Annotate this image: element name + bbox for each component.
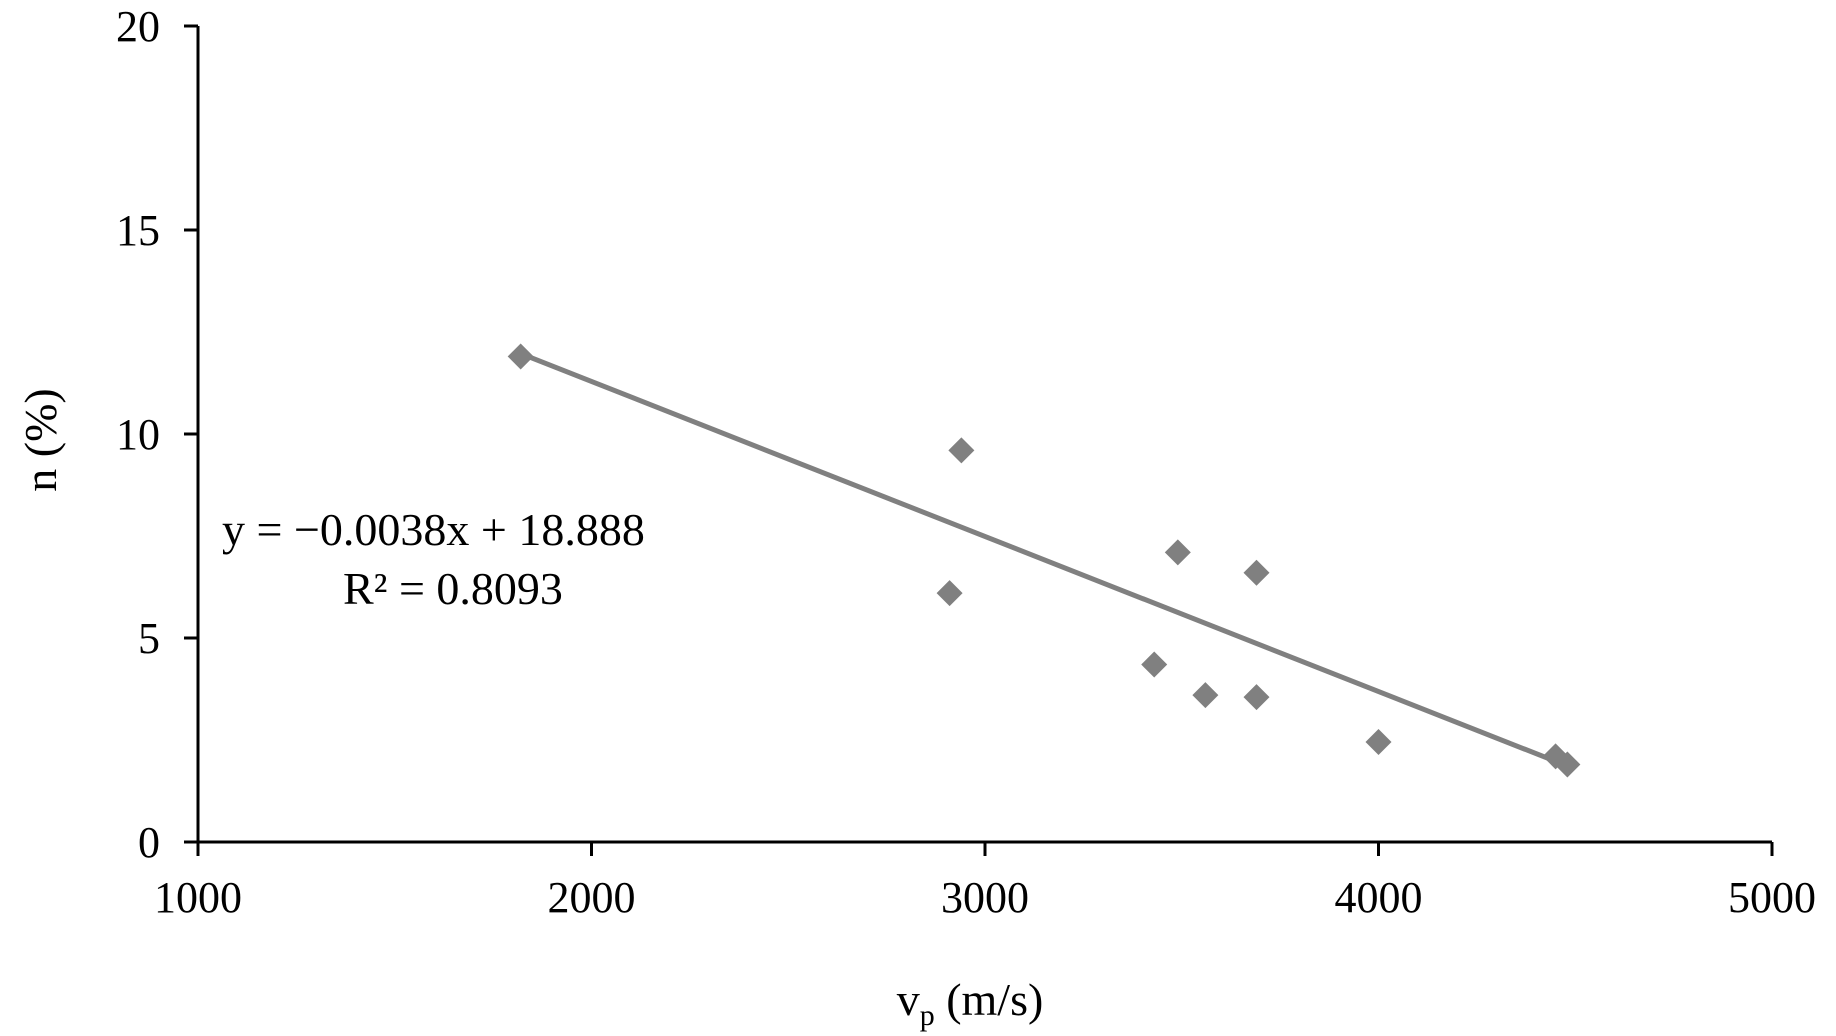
data-point	[1365, 729, 1392, 756]
y-tick-label: 10	[116, 410, 160, 459]
x-axis-title-main: v	[897, 974, 920, 1025]
y-axis-title: n (%)	[15, 388, 66, 491]
data-point	[1192, 682, 1219, 709]
x-tick-label: 5000	[1728, 873, 1816, 922]
data-point	[1243, 559, 1270, 586]
x-axis-ticks: 1000 2000 3000 4000 5000	[154, 842, 1816, 922]
y-tick-label: 5	[138, 614, 160, 663]
x-axis-title: vp (m/s)	[897, 974, 1044, 1032]
trendline	[519, 351, 1569, 769]
y-tick-label: 0	[138, 818, 160, 867]
x-tick-label: 3000	[941, 873, 1029, 922]
data-points	[507, 343, 1581, 778]
trendline-group	[519, 351, 1569, 769]
axes	[196, 26, 1772, 844]
x-axis-title-units: (m/s)	[935, 974, 1044, 1025]
r-squared-label: R² = 0.8093	[343, 563, 563, 614]
y-axis-ticks: 0 5 10 15 20	[116, 2, 198, 867]
x-axis-title-subscript: p	[920, 999, 935, 1032]
data-point	[1554, 751, 1581, 778]
data-point	[1164, 539, 1191, 566]
y-tick-label: 15	[116, 206, 160, 255]
data-point	[1243, 684, 1270, 711]
data-point	[948, 437, 975, 464]
trendline-equation: y = −0.0038x + 18.888	[222, 504, 645, 555]
data-point	[507, 343, 534, 370]
x-tick-label: 4000	[1335, 873, 1423, 922]
x-tick-label: 1000	[154, 873, 242, 922]
y-tick-label: 20	[116, 2, 160, 51]
x-tick-label: 2000	[548, 873, 636, 922]
data-point	[1141, 651, 1168, 678]
data-point	[936, 580, 963, 607]
